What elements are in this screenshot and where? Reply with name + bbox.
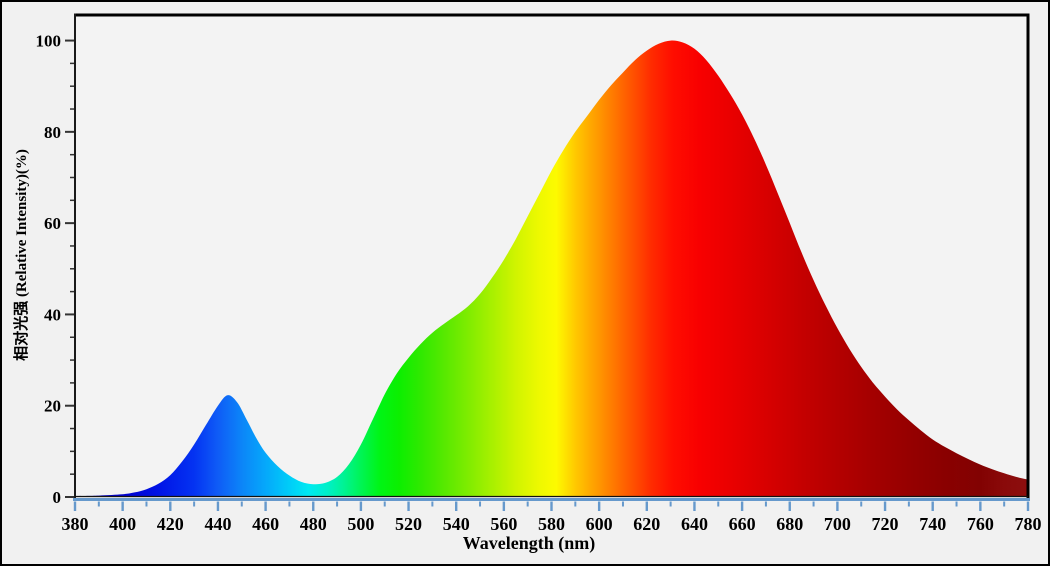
y-axis-title: 相对光强 (Relative Intensity)(%): [12, 149, 30, 361]
x-axis-tick-label: 540: [443, 514, 470, 534]
axes-layer: [73, 13, 1030, 501]
x-axis-tick-label: 680: [776, 514, 803, 534]
x-axis-tick-label: 660: [729, 514, 756, 534]
y-axis-tick-label: 80: [44, 123, 61, 142]
x-axis-tick-label: 740: [919, 514, 946, 534]
x-axis-tick-label: 760: [967, 514, 994, 534]
spectrum-area-layer: [75, 40, 1028, 497]
x-axis-tick-label: 580: [538, 514, 565, 534]
x-axis-tick-label: 720: [872, 514, 899, 534]
x-axis-tick-label: 700: [824, 514, 851, 534]
tick-labels-layer: 0 20 40 60 80 100 380 400 420 440 460 480 500 520 540 5…: [36, 32, 1042, 534]
y-axis-tick-label: 60: [44, 214, 61, 233]
x-axis-tick-label: 440: [204, 514, 231, 534]
x-axis-tick-label: 560: [490, 514, 517, 534]
x-axis-tick-label: 480: [300, 514, 327, 534]
spectrum-area: [75, 40, 1028, 497]
x-axis-tick-label: 520: [395, 514, 422, 534]
x-axis-title: Wavelength (nm): [463, 533, 596, 554]
x-axis-tick-label: 380: [62, 514, 89, 534]
x-axis-tick-label: 460: [252, 514, 279, 534]
y-axis-tick-label: 20: [44, 397, 61, 416]
x-axis-tick-label: 600: [586, 514, 613, 534]
x-axis-tick-label: 400: [109, 514, 136, 534]
x-axis-tick-label: 640: [681, 514, 708, 534]
x-axis-tick-label: 420: [157, 514, 184, 534]
x-axis-tick-label: 780: [1015, 514, 1042, 534]
y-axis-tick-label: 0: [53, 488, 62, 507]
y-axis-tick-label: 40: [44, 305, 61, 324]
x-axis-tick-label: 620: [633, 514, 660, 534]
x-axis-tick-label: 500: [347, 514, 374, 534]
y-axis-tick-label: 100: [36, 32, 62, 51]
ticks-layer: [65, 39, 1030, 511]
